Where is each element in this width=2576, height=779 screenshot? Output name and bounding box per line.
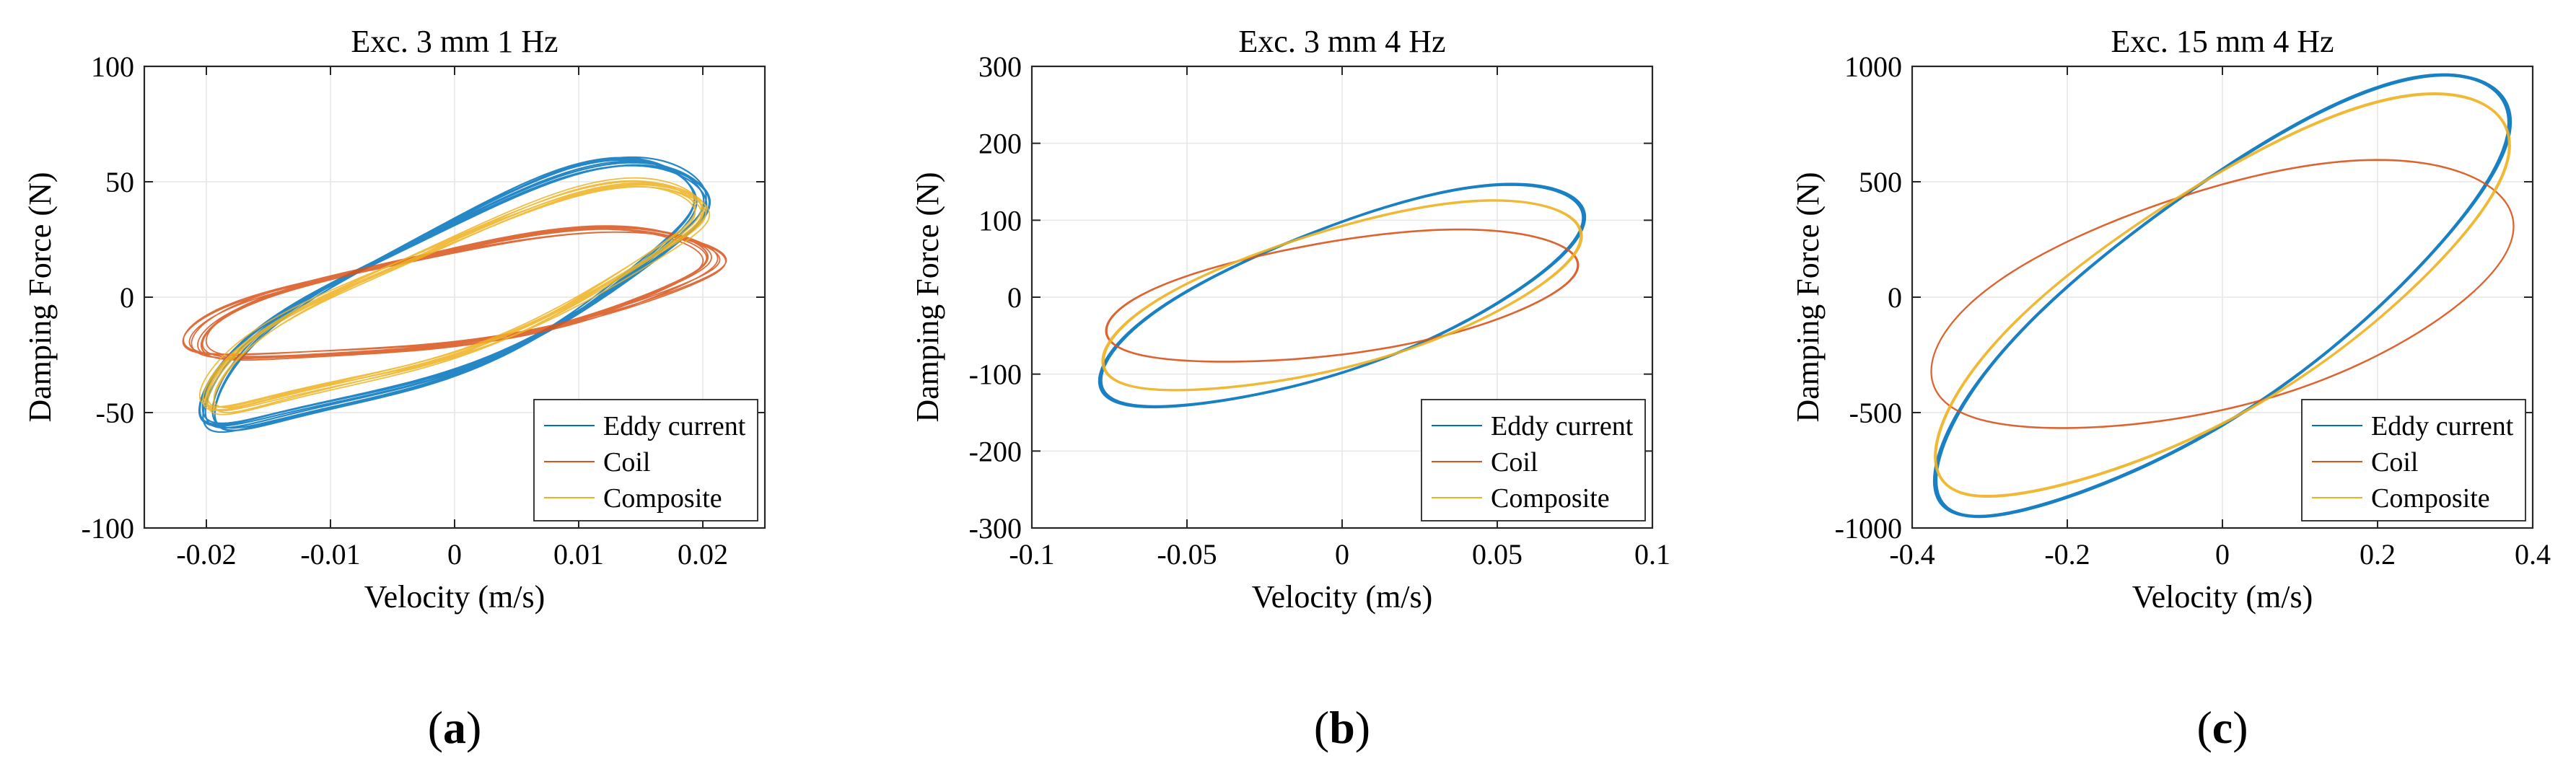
- panel-caption: (c): [2196, 702, 2248, 753]
- y-tick-label: 300: [978, 50, 1022, 83]
- y-tick-label: 0: [1888, 281, 1902, 314]
- panel-caption: (a): [428, 702, 482, 753]
- x-tick-label: -0.4: [1889, 538, 1935, 571]
- legend: Eddy current Coil Composite: [533, 399, 758, 521]
- series-line-coil: [1105, 228, 1580, 363]
- legend-label: Composite: [1491, 483, 1610, 514]
- y-tick-label: 1000: [1844, 50, 1902, 83]
- legend: Eddy current Coil Composite: [1421, 399, 1646, 521]
- x-axis-label: Velocity (m/s): [364, 579, 546, 615]
- x-tick-label: -0.02: [176, 538, 236, 571]
- x-tick-label: 0.01: [553, 538, 604, 571]
- y-tick-label: 0: [1007, 281, 1022, 314]
- chart-title: Exc. 3 mm 4 Hz: [1238, 24, 1445, 59]
- y-tick-label: 500: [1859, 166, 1902, 198]
- x-tick-label: -0.2: [2044, 538, 2090, 571]
- legend-label: Coil: [1491, 447, 1538, 477]
- chart-title: Exc. 3 mm 1 Hz: [351, 24, 558, 59]
- y-tick-label: 0: [120, 281, 134, 314]
- x-axis-label: Velocity (m/s): [2132, 579, 2313, 615]
- y-tick-label: -1000: [1835, 512, 1902, 545]
- legend-label: Eddy current: [1491, 411, 1634, 441]
- x-tick-label: -0.1: [1009, 538, 1054, 571]
- legend-label: Eddy current: [2371, 411, 2514, 441]
- x-tick-label: 0: [2215, 538, 2230, 571]
- chart-panel-c: -0.4 -0.2 0 0.2 0.4 -1000 -500 0 500 1000 Exc. 15 …: [1790, 24, 2551, 753]
- series-line-coil: [182, 225, 727, 361]
- x-tick-label: 0.1: [1634, 538, 1670, 571]
- series-line-coil: [1930, 159, 2515, 429]
- legend-label: Composite: [2371, 483, 2490, 514]
- legend-label: Composite: [603, 483, 722, 514]
- series-group: [1930, 73, 2515, 519]
- x-tick-label: -0.01: [300, 538, 360, 571]
- legend-box: [1421, 399, 1646, 521]
- x-tick-label: -0.05: [1157, 538, 1217, 571]
- x-axis-label: Velocity (m/s): [1252, 579, 1433, 615]
- chart-title: Exc. 15 mm 4 Hz: [2111, 24, 2334, 59]
- y-tick-label: -300: [969, 512, 1022, 545]
- series-line-eddy-current: [1098, 182, 1587, 409]
- y-axis-label: Damping Force (N): [22, 172, 58, 422]
- legend-box: [2301, 399, 2526, 521]
- y-tick-label: -200: [969, 435, 1022, 467]
- y-axis-label: Damping Force (N): [910, 172, 945, 422]
- legend-label: Coil: [2371, 447, 2418, 477]
- y-tick-label: -100: [82, 512, 134, 545]
- x-tick-label: 0.05: [1472, 538, 1523, 571]
- y-axis-label: Damping Force (N): [1790, 172, 1826, 422]
- legend: Eddy current Coil Composite: [2301, 399, 2526, 521]
- series-line-composite: [198, 177, 711, 415]
- y-tick-label: 50: [105, 166, 134, 198]
- series-line-composite: [1101, 199, 1583, 392]
- chart-panel-b: -0.1 -0.05 0 0.05 0.1 -300 -200 -100 0 100 200 300 E…: [910, 24, 1670, 753]
- series-line-composite: [1934, 92, 2511, 498]
- x-tick-label: 0.02: [678, 538, 728, 571]
- y-tick-label: -100: [969, 358, 1022, 391]
- y-tick-label: -50: [96, 397, 134, 429]
- y-tick-label: 100: [91, 50, 134, 83]
- chart-panel-a: -0.02 -0.01 0 0.01 0.02 -100 -50 0 50 100 Exc. 3 m…: [22, 24, 766, 753]
- x-tick-label: 0.4: [2515, 538, 2551, 571]
- x-tick-label: 0.2: [2360, 538, 2396, 571]
- x-tick-label: 0: [1335, 538, 1349, 571]
- x-tick-label: 0: [447, 538, 462, 571]
- legend-label: Eddy current: [603, 411, 746, 441]
- y-tick-label: 100: [978, 204, 1022, 237]
- y-tick-label: 200: [978, 128, 1022, 160]
- legend-label: Coil: [603, 447, 650, 477]
- series-group: [182, 156, 727, 433]
- series-group: [1098, 182, 1587, 409]
- series-line-eddy-current: [198, 156, 711, 433]
- legend-box: [533, 399, 758, 521]
- y-tick-label: -500: [1849, 397, 1902, 429]
- panel-caption: (b): [1314, 702, 1370, 753]
